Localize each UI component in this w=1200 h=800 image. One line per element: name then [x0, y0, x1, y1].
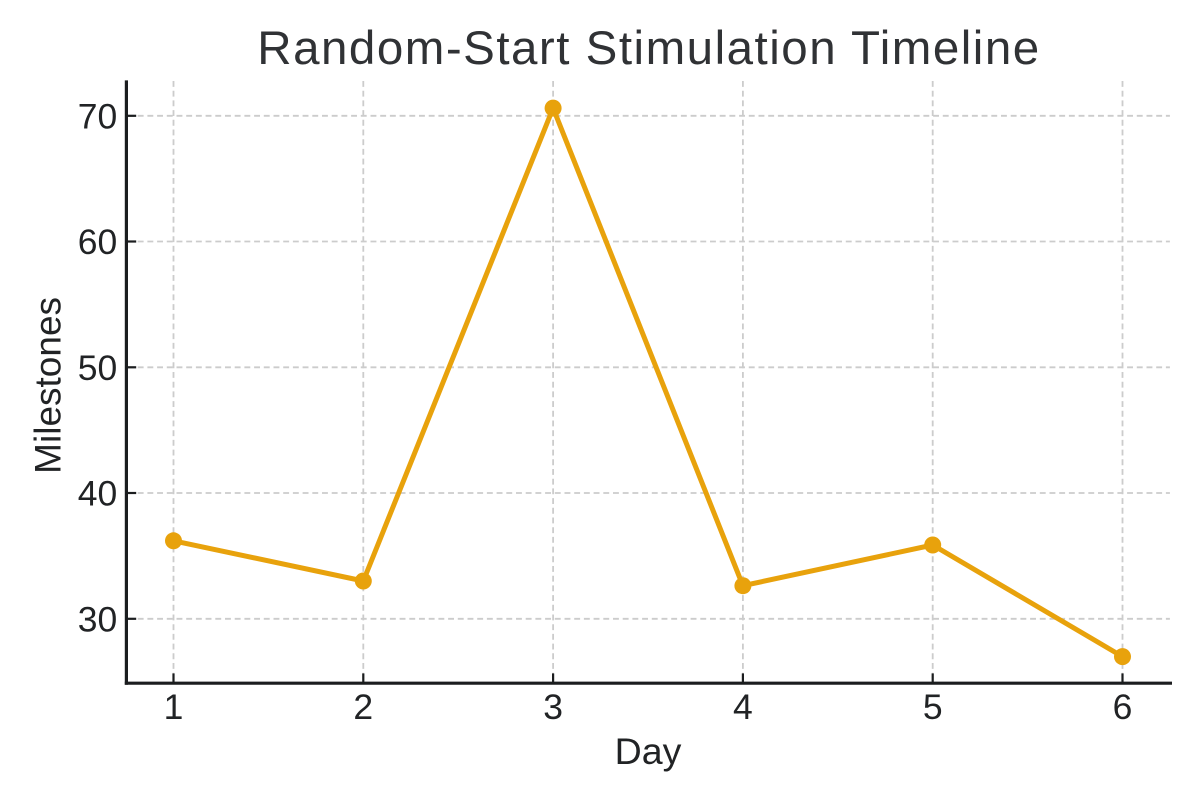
svg-text:Milestones: Milestones	[28, 297, 69, 474]
svg-text:50: 50	[78, 348, 118, 388]
svg-text:5: 5	[923, 687, 943, 727]
svg-text:30: 30	[78, 599, 118, 639]
svg-text:4: 4	[733, 687, 753, 727]
svg-text:Day: Day	[615, 730, 682, 772]
svg-text:2: 2	[353, 687, 373, 727]
svg-text:70: 70	[78, 96, 118, 136]
svg-text:3: 3	[543, 687, 563, 727]
svg-text:Random-Start Stimulation Timel: Random-Start Stimulation Timeline	[257, 22, 1040, 75]
svg-text:1: 1	[164, 687, 184, 727]
svg-text:40: 40	[78, 474, 118, 514]
svg-text:60: 60	[78, 222, 118, 262]
svg-text:6: 6	[1113, 687, 1133, 727]
